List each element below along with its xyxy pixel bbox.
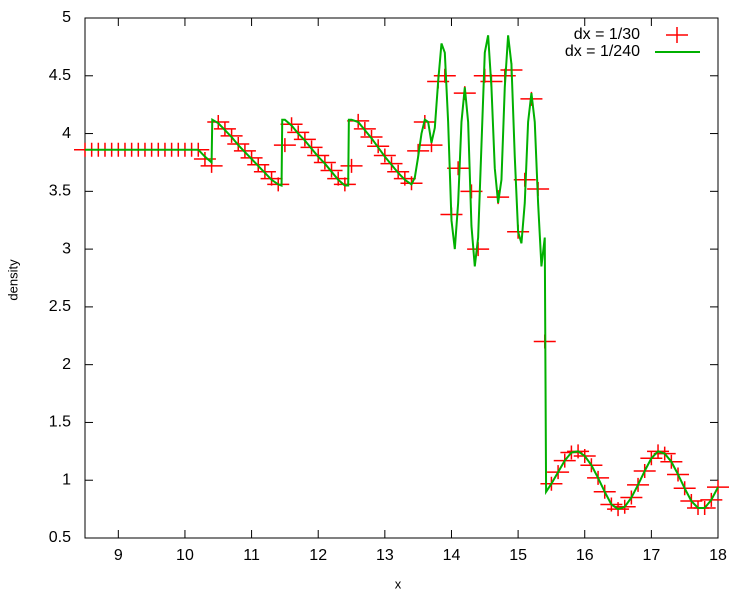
plot-frame xyxy=(84,17,719,539)
line xyxy=(85,35,719,511)
y-tick-label: 3 xyxy=(62,240,71,257)
x-tick-label: 14 xyxy=(443,547,461,564)
point xyxy=(707,480,729,495)
point xyxy=(347,113,370,128)
x-tick-label: 15 xyxy=(509,547,527,564)
x-tick-label: 13 xyxy=(376,547,394,564)
y-tick-label: 0.5 xyxy=(49,529,71,546)
point xyxy=(207,115,230,129)
x-tick-label: 9 xyxy=(114,547,123,564)
legend-label: dx = 1/30 xyxy=(574,26,640,43)
legend-label: dx = 1/240 xyxy=(565,43,640,60)
x-tick-label: 10 xyxy=(176,547,194,564)
point xyxy=(340,158,363,173)
x-axis-label: x xyxy=(395,576,402,591)
y-tick-label: 3.5 xyxy=(49,183,71,200)
x-tick-label: 17 xyxy=(642,547,660,564)
y-tick-label: 1.5 xyxy=(49,414,71,431)
x-tick-label: 16 xyxy=(576,547,594,564)
y-tick-label: 1 xyxy=(62,471,71,488)
x-tick-label: 18 xyxy=(709,547,727,564)
x-tick-label: 12 xyxy=(309,547,327,564)
x-tick-label: 11 xyxy=(243,547,260,564)
y-axis-label: density xyxy=(5,259,20,301)
y-tick-label: 2 xyxy=(62,356,71,373)
point xyxy=(447,161,470,176)
legend-marker xyxy=(666,27,688,43)
point xyxy=(273,138,296,153)
y-tick-label: 5 xyxy=(62,9,71,26)
y-tick-label: 4.5 xyxy=(49,67,71,84)
y-tick-label: 4 xyxy=(62,125,71,142)
y-tick-label: 2.5 xyxy=(49,298,71,315)
